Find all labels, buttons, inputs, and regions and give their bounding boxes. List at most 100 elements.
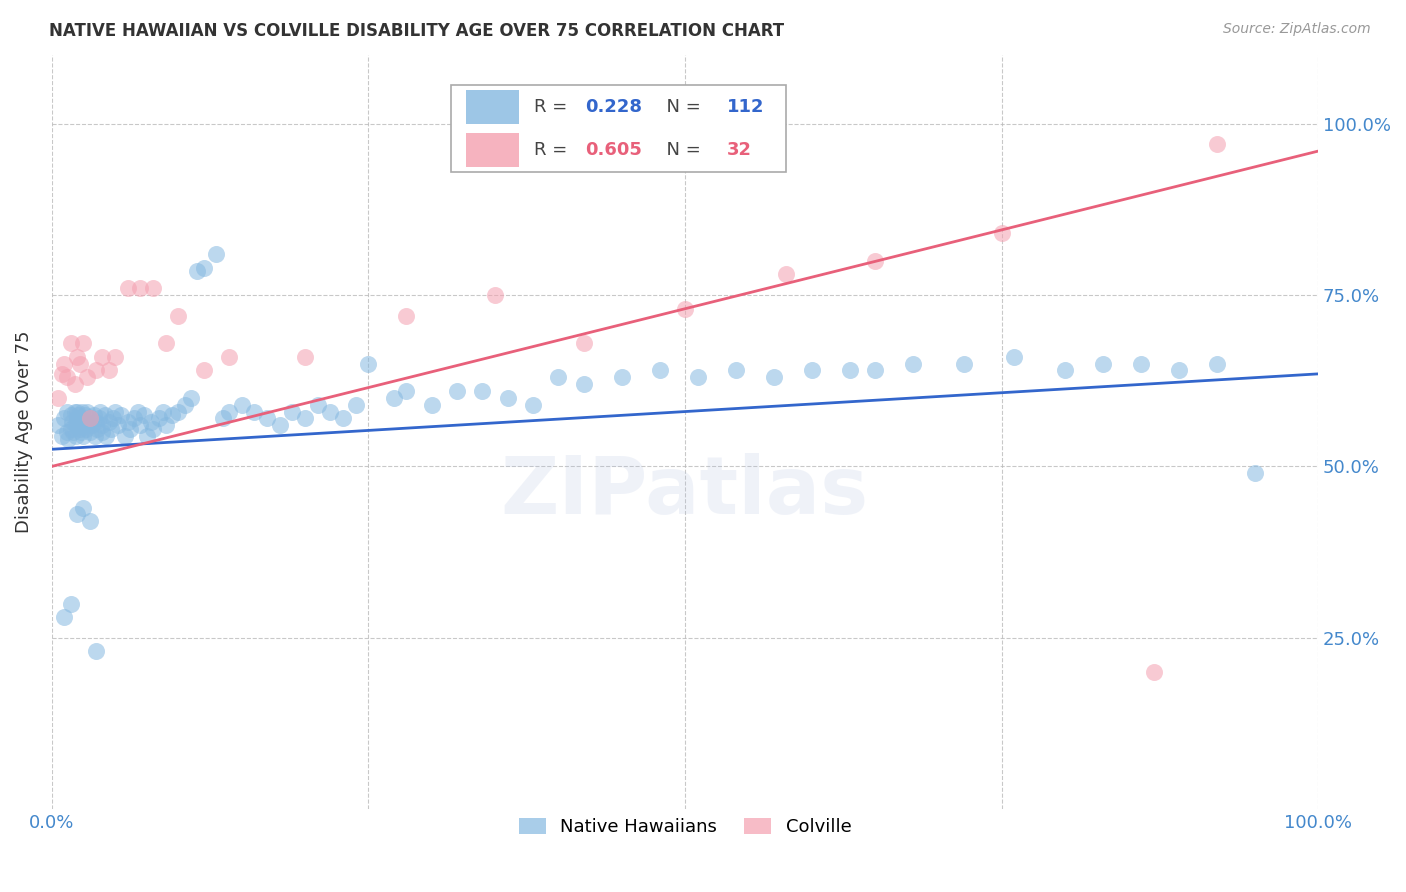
Point — [281, 404, 304, 418]
Point — [51, 367, 73, 381]
Point — [762, 370, 785, 384]
Point — [60, 415, 83, 429]
Point — [319, 404, 342, 418]
Point — [86, 422, 108, 436]
Point — [218, 404, 240, 418]
Point — [53, 357, 76, 371]
Legend: Native Hawaiians, Colville: Native Hawaiians, Colville — [509, 809, 860, 846]
Point — [127, 404, 149, 418]
Point — [135, 428, 157, 442]
Text: Source: ZipAtlas.com: Source: ZipAtlas.com — [1223, 22, 1371, 37]
Point — [70, 425, 93, 439]
Point — [87, 411, 110, 425]
Point — [84, 644, 107, 658]
Point — [863, 363, 886, 377]
Point — [46, 391, 69, 405]
Point — [686, 370, 709, 384]
Point — [129, 418, 152, 433]
Point — [84, 363, 107, 377]
Point — [193, 363, 215, 377]
Point — [73, 408, 96, 422]
Text: NATIVE HAWAIIAN VS COLVILLE DISABILITY AGE OVER 75 CORRELATION CHART: NATIVE HAWAIIAN VS COLVILLE DISABILITY A… — [49, 22, 785, 40]
Point — [46, 418, 69, 433]
Text: 0.605: 0.605 — [585, 141, 641, 160]
Point — [104, 350, 127, 364]
Text: ZIPatlas: ZIPatlas — [501, 453, 869, 532]
Point — [83, 408, 105, 422]
Point — [122, 411, 145, 425]
Point — [294, 350, 316, 364]
Point — [59, 422, 82, 436]
Text: 32: 32 — [727, 141, 752, 160]
Bar — [465, 134, 519, 168]
Point — [395, 309, 418, 323]
Point — [107, 418, 129, 433]
Point — [110, 408, 132, 422]
Point — [673, 301, 696, 316]
Text: 112: 112 — [727, 98, 765, 116]
Point — [117, 281, 139, 295]
Point — [800, 363, 823, 377]
Point — [76, 415, 98, 429]
Point — [67, 408, 90, 422]
Point — [117, 415, 139, 429]
Y-axis label: Disability Age Over 75: Disability Age Over 75 — [15, 331, 32, 533]
Point — [63, 418, 86, 433]
Point — [139, 415, 162, 429]
Point — [59, 336, 82, 351]
Point — [76, 370, 98, 384]
Point — [69, 357, 91, 371]
Point — [218, 350, 240, 364]
Point — [70, 411, 93, 425]
Point — [952, 357, 974, 371]
Point — [1002, 350, 1025, 364]
Point — [724, 363, 747, 377]
Point — [63, 404, 86, 418]
Point — [56, 404, 79, 418]
Point — [471, 384, 494, 398]
Point — [69, 422, 91, 436]
Point — [186, 264, 208, 278]
Point — [66, 404, 89, 418]
Point — [307, 398, 329, 412]
Point — [83, 428, 105, 442]
Point — [72, 500, 94, 515]
Point — [152, 404, 174, 418]
Point — [610, 370, 633, 384]
Point — [173, 398, 195, 412]
Point — [59, 597, 82, 611]
Point — [420, 398, 443, 412]
Point — [294, 411, 316, 425]
Point — [134, 408, 156, 422]
Point — [155, 418, 177, 433]
Point — [863, 253, 886, 268]
Point — [142, 281, 165, 295]
Point — [496, 391, 519, 405]
Point — [91, 350, 114, 364]
Point — [160, 408, 183, 422]
Point — [193, 260, 215, 275]
Point — [66, 508, 89, 522]
Point — [104, 404, 127, 418]
Point — [82, 418, 104, 433]
Point — [648, 363, 671, 377]
Point — [382, 391, 405, 405]
Point — [205, 247, 228, 261]
Point — [91, 418, 114, 433]
Text: N =: N = — [655, 98, 706, 116]
FancyBboxPatch shape — [451, 86, 786, 172]
Point — [167, 309, 190, 323]
Point — [72, 418, 94, 433]
Point — [76, 404, 98, 418]
Text: R =: R = — [534, 98, 574, 116]
Point — [120, 422, 142, 436]
Point — [53, 411, 76, 425]
Point — [59, 408, 82, 422]
Point — [357, 357, 380, 371]
Point — [1053, 363, 1076, 377]
Point — [1205, 137, 1227, 152]
Point — [484, 288, 506, 302]
Point — [231, 398, 253, 412]
Point — [69, 415, 91, 429]
Point — [75, 422, 97, 436]
